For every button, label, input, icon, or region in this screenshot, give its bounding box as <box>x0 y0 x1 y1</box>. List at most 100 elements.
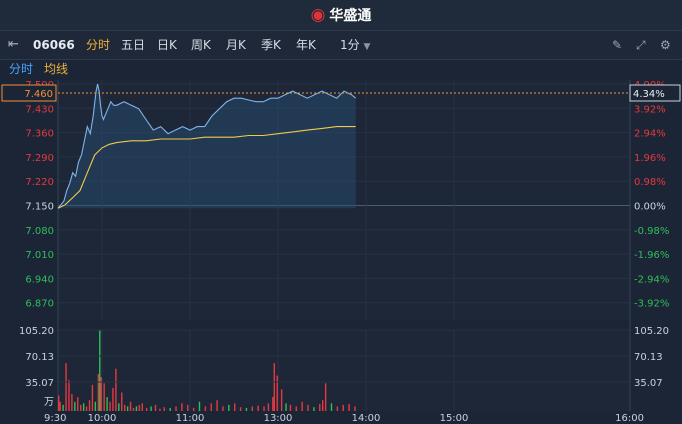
time-tick-label: 9:30 <box>44 413 66 424</box>
volume-bar <box>307 404 309 411</box>
volume-bar <box>62 404 64 411</box>
volume-bar <box>222 406 224 411</box>
crosshair-price-box <box>1 84 57 102</box>
tab-quarterly-k[interactable]: 季K <box>261 38 281 52</box>
volume-bar <box>71 394 73 411</box>
volume-bar <box>138 404 141 411</box>
volume-bar <box>330 403 333 411</box>
minute-select[interactable]: 1分 ▼ <box>340 31 370 59</box>
percent-tick-label: -2.94% <box>634 274 669 285</box>
volume-bar <box>301 401 303 411</box>
volume-bar <box>245 407 248 411</box>
volume-bar <box>77 397 79 411</box>
price-panel <box>58 80 630 320</box>
volume-bar <box>129 401 132 411</box>
volume-tick-label: 105.20 <box>19 326 54 337</box>
time-tick-label: 10:00 <box>88 413 117 424</box>
price-tick-label: 7.080 <box>25 226 54 237</box>
volume-bar <box>228 404 230 411</box>
volume-bar <box>124 404 126 411</box>
volume-bar <box>336 406 339 411</box>
volume-tick-label-right: 35.07 <box>634 378 663 389</box>
volume-bar <box>181 403 183 411</box>
time-tick-label: 15:00 <box>440 413 469 424</box>
volume-bar <box>187 404 189 411</box>
volume-bar <box>295 406 297 411</box>
volume-bar <box>273 363 275 411</box>
percent-tick-label: 0.98% <box>634 177 666 188</box>
volume-bar <box>82 403 85 411</box>
volume-bar <box>276 375 278 411</box>
volume-bar <box>169 407 171 411</box>
volume-bar <box>163 407 165 411</box>
settings-icon[interactable]: ⚙ <box>660 38 671 52</box>
volume-tick-label: 万 <box>44 397 54 408</box>
volume-bar <box>80 404 82 411</box>
volume-bar <box>106 397 108 411</box>
volume-tick-label: 70.13 <box>25 352 54 363</box>
price-tick-label: 7.290 <box>25 153 54 164</box>
time-tick-label: 11:00 <box>176 413 205 424</box>
volume-bar <box>216 400 218 411</box>
crosshair-price: 7.460 <box>24 89 53 100</box>
volume-bar <box>146 407 148 411</box>
tab-daily-k[interactable]: 日K <box>157 38 177 52</box>
crosshair-percent: 4.34% <box>633 89 665 100</box>
price-tick-label: 7.220 <box>25 177 54 188</box>
volume-bar <box>115 368 117 411</box>
percent-tick-label: -0.98% <box>634 226 669 237</box>
expand-icon[interactable]: ⤢ <box>636 38 646 52</box>
indicator-tab-intraday[interactable]: 分时 <box>9 62 34 76</box>
volume-bar <box>150 406 152 411</box>
volume-bar <box>159 408 161 411</box>
volume-bar <box>239 407 242 411</box>
volume-tick-label: 35.07 <box>25 378 54 389</box>
volume-tick-label-right: 70.13 <box>634 352 663 363</box>
volume-panel <box>58 330 630 411</box>
percent-tick-label: 0.00% <box>634 202 666 213</box>
price-tick-label: 7.360 <box>25 129 54 140</box>
price-tick-label: 6.940 <box>25 274 54 285</box>
price-line <box>57 83 357 209</box>
tab-five-day[interactable]: 五日 <box>121 38 146 52</box>
price-tick-label: 7.430 <box>25 104 54 115</box>
time-tick-label: 14:00 <box>352 413 381 424</box>
volume-bar <box>88 400 91 411</box>
volume-bar <box>175 406 177 411</box>
volume-bar <box>257 405 259 411</box>
toolbar: ⇤ 06066 分时 五日 日K 周K 月K 季K 年K 1分 ▼ ✎ ⤢ ⚙ <box>0 30 682 60</box>
volume-bar <box>154 404 157 411</box>
price-tick-label: 7.010 <box>25 250 54 261</box>
minute-select-value: 1分 <box>340 38 360 52</box>
volume-bar <box>103 383 105 411</box>
volume-bar <box>65 363 67 411</box>
volume-bar <box>135 406 138 411</box>
volume-bar <box>280 389 283 411</box>
tab-yearly-k[interactable]: 年K <box>296 38 316 52</box>
percent-tick-label: 1.96% <box>634 153 666 164</box>
tab-monthly-k[interactable]: 月K <box>226 38 246 52</box>
volume-bar <box>132 407 135 411</box>
price-tick-label: 6.870 <box>25 299 54 310</box>
percent-tick-label: -1.96% <box>634 250 669 261</box>
pen-icon[interactable]: ✎ <box>612 38 623 52</box>
volume-bar <box>319 404 321 411</box>
tab-weekly-k[interactable]: 周K <box>191 38 211 52</box>
percent-tick-label: -3.92% <box>634 299 669 310</box>
indicator-tab-average[interactable]: 均线 <box>44 62 69 76</box>
time-tick-label: 16:00 <box>615 413 644 424</box>
volume-bar <box>112 387 114 411</box>
volume-bar <box>97 374 99 411</box>
brand-bar: ◉ 华盛通 <box>0 0 682 30</box>
volume-bar <box>251 406 253 411</box>
volume-bar <box>210 403 212 411</box>
volume-bar <box>100 377 102 411</box>
volume-bar <box>109 401 111 411</box>
collapse-left-icon[interactable]: ⇤ <box>8 37 19 52</box>
tab-intraday[interactable]: 分时 <box>86 38 111 52</box>
volume-bar <box>58 395 60 411</box>
volume-tick-label-right: 105.20 <box>634 326 669 337</box>
percent-tick-label: 2.94% <box>634 129 666 140</box>
volume-bar <box>272 397 274 411</box>
volume-bar <box>267 403 270 411</box>
